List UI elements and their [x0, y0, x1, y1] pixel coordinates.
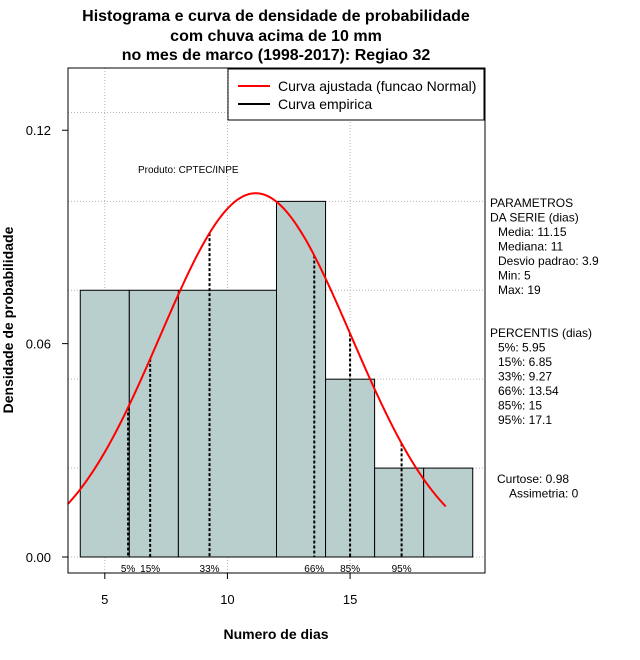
- source-annotation: Produto: CPTEC/INPE: [138, 165, 239, 176]
- percentile-lines: [127, 233, 403, 557]
- legend-label-empirical: Curva empirica: [278, 96, 372, 112]
- normal-fit-curve: [67, 192, 447, 508]
- x-tick-label: 10: [220, 592, 234, 607]
- parametros-line: PARAMETROS: [490, 196, 573, 210]
- chart-title-line-3: no mes de marco (1998-2017): Regiao 32: [122, 47, 431, 64]
- shape-stat-line: Assimetria: 0: [509, 487, 579, 501]
- legend-label-fit: Curva ajustada (funcao Normal): [278, 78, 476, 94]
- percentis-line: 85%: 15: [498, 399, 542, 413]
- parametros-line: Min: 5: [498, 269, 531, 283]
- percentile-label: 5%: [121, 564, 136, 575]
- percentis-line: 15%: 6.85: [498, 355, 552, 369]
- parametros-line: Desvio padrao: 3.9: [498, 254, 599, 268]
- percentile-label: 66%: [304, 564, 324, 575]
- x-tick-label: 5: [101, 592, 108, 607]
- histogram-bar: [128, 289, 179, 558]
- chart-title-line-2: com chuva acima de 10 mm: [170, 28, 382, 45]
- percentile-label: 85%: [340, 564, 360, 575]
- parametros-line: Mediana: 11: [498, 240, 563, 254]
- histogram-bar: [79, 289, 130, 558]
- percentis-line: 5%: 5.95: [498, 341, 546, 355]
- x-axis-label: Numero de dias: [223, 626, 328, 642]
- percentile-label: 33%: [200, 564, 220, 575]
- histogram-bar: [374, 467, 425, 558]
- parametros-line: DA SERIE (dias): [490, 211, 579, 225]
- percentis-line: 95%: 17.1: [498, 413, 552, 427]
- y-axis: 0.00 0.06 0.12: [26, 123, 69, 565]
- histogram-bar: [276, 200, 327, 558]
- parametros-line: Max: 19: [498, 283, 541, 297]
- legend-box: [227, 68, 485, 121]
- x-tick-label: 15: [343, 592, 357, 607]
- percentis-line: PERCENTIS (dias): [490, 326, 592, 340]
- parametros-line: Media: 11.15: [498, 225, 567, 239]
- percentile-labels: 5% 15% 33% 66% 85% 95%: [121, 564, 412, 575]
- histogram-bar: [423, 467, 474, 558]
- x-axis: 5 10 15: [101, 572, 357, 607]
- legend: Curva ajustada (funcao Normal) Curva emp…: [227, 68, 485, 121]
- histogram-bars: [79, 200, 474, 558]
- y-tick-label: 0.00: [26, 550, 51, 565]
- y-tick-label: 0.06: [26, 337, 51, 352]
- percentile-label: 15%: [140, 564, 160, 575]
- y-tick-label: 0.12: [26, 123, 51, 138]
- y-axis-label: Densidade de probabilidade: [0, 226, 16, 413]
- shape-stat-line: Curtose: 0.98: [497, 472, 569, 486]
- histogram-bar: [177, 289, 277, 558]
- percentis-line: 66%: 13.54: [498, 384, 559, 398]
- percentis-line: 33%: 9.27: [498, 370, 552, 384]
- chart-title-line-1: Histograma e curva de densidade de proba…: [82, 8, 470, 25]
- percentile-label: 95%: [392, 564, 412, 575]
